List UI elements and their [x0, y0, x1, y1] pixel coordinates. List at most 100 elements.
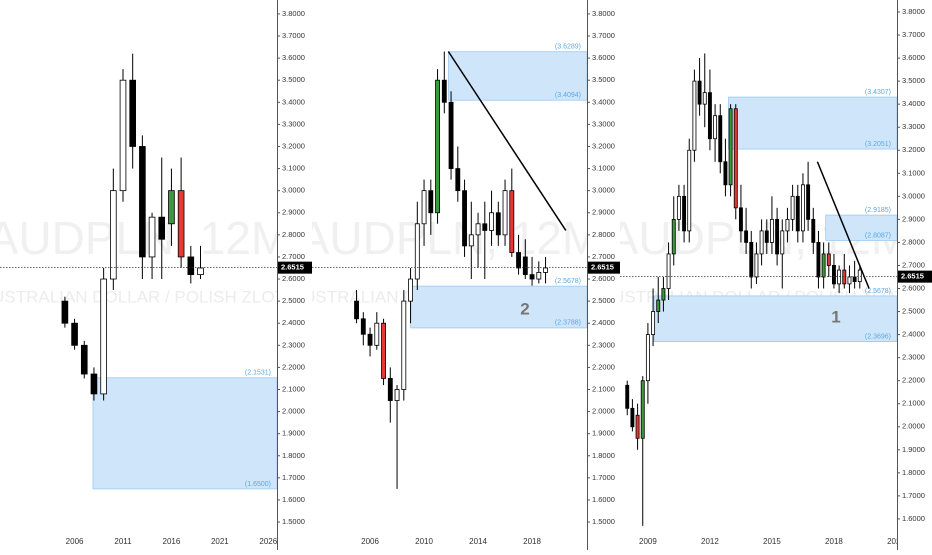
candle-body: [360, 318, 366, 335]
y-tick-label: 1.7000: [282, 473, 305, 482]
last-price-box: [898, 270, 932, 283]
candle-body: [536, 272, 542, 280]
y-tick-label: 3.5000: [592, 75, 615, 84]
zone-label: (3.4307): [865, 89, 891, 96]
candle-body: [744, 230, 749, 243]
y-tick-label: 3.6000: [592, 53, 615, 62]
candle-body: [728, 108, 733, 186]
candle-body: [718, 115, 723, 163]
candle-body: [468, 234, 474, 247]
candle-body: [671, 218, 676, 255]
candle-body: [435, 79, 440, 214]
candle-body: [795, 195, 800, 232]
y-tick-label: 2.3000: [902, 353, 925, 362]
candle-body: [754, 253, 759, 278]
y-tick-label: 3.0000: [902, 191, 925, 200]
zone-label: (1.6500): [245, 481, 271, 488]
y-tick-label: 3.6000: [282, 53, 305, 62]
candle-body: [495, 212, 501, 236]
candle-body: [645, 334, 650, 382]
x-tick-label: 2021: [211, 537, 229, 546]
y-tick-label: 1.7000: [902, 491, 925, 500]
y-tick-label: 1.9000: [902, 445, 925, 454]
zone: [653, 295, 898, 342]
candle-body: [625, 384, 630, 409]
last-price-label: 2.6515: [901, 272, 924, 281]
y-tick-label: 2.0000: [282, 407, 305, 416]
zone-label: (2.5678): [865, 288, 891, 295]
candle-body: [119, 79, 127, 192]
candle-body: [800, 184, 805, 232]
y-tick-label: 2.4000: [282, 318, 305, 327]
candle-body: [129, 79, 136, 147]
last-price-label: 2.6515: [281, 263, 304, 272]
candle-body: [387, 378, 393, 401]
candle-body: [852, 276, 857, 282]
candle-body: [790, 195, 795, 220]
candle-body: [738, 207, 743, 232]
y-tick-label: 1.9000: [592, 429, 615, 438]
y-tick-label: 3.7000: [282, 31, 305, 40]
y-tick-label: 3.3000: [902, 122, 925, 131]
y-tick-label: 3.4000: [902, 99, 925, 108]
y-tick-label: 3.7000: [902, 30, 925, 39]
candle-body: [354, 300, 359, 320]
price-axis: [587, 0, 620, 550]
x-tick-label: 2016: [163, 537, 181, 546]
candle-body: [421, 190, 427, 225]
y-tick-label: 2.1000: [902, 399, 925, 408]
y-tick-label: 3.2000: [282, 141, 305, 150]
candle-body: [475, 223, 481, 236]
candle-body: [509, 190, 515, 253]
candle-body: [702, 92, 707, 105]
y-tick-label: 1.8000: [592, 451, 615, 460]
zone: [410, 285, 588, 329]
y-tick-label: 3.5000: [902, 76, 925, 85]
y-tick-label: 3.5000: [282, 75, 305, 84]
last-price-label: 2.6515: [591, 263, 614, 272]
candle-body: [682, 195, 687, 232]
last-price-box: [588, 261, 620, 274]
y-tick-label: 2.9000: [282, 208, 305, 217]
y-tick-label: 3.3000: [592, 119, 615, 128]
candle-body: [661, 288, 666, 301]
y-tick-label: 3.4000: [282, 97, 305, 106]
y-tick-label: 2.0000: [902, 422, 925, 431]
candle-body: [764, 230, 769, 243]
candle-body: [826, 253, 831, 266]
zone-label: (2.5678): [555, 278, 581, 285]
y-tick-label: 2.6000: [282, 274, 305, 283]
candle-body: [148, 216, 156, 258]
candle-body: [821, 253, 826, 278]
candle-body: [676, 195, 681, 220]
y-tick-label: 2.6000: [902, 283, 925, 292]
candle-body: [455, 168, 461, 192]
x-tick-label: 2014: [469, 537, 487, 546]
zone-label: (2.3788): [555, 320, 581, 327]
y-tick-label: 2.2000: [282, 362, 305, 371]
watermark-subtitle: AUSTRALIAN DOLLAR / POLISH ZLOTY: [0, 287, 296, 306]
zone-label: (2.3696): [865, 333, 891, 340]
candle-body: [197, 267, 204, 276]
candle-body: [462, 190, 467, 247]
y-tick-label: 2.5000: [282, 296, 305, 305]
y-tick-label: 3.8000: [592, 9, 615, 18]
y-tick-label: 1.5000: [282, 517, 305, 526]
candle-body: [692, 80, 697, 151]
candle-body: [448, 101, 454, 169]
x-tick-label: 2010: [415, 537, 433, 546]
trend-line: [447, 51, 567, 231]
candle-body: [733, 108, 738, 209]
y-tick-label: 1.8000: [282, 451, 305, 460]
y-tick-label: 2.0000: [592, 407, 615, 416]
y-tick-label: 2.1000: [592, 384, 615, 393]
candle-body: [408, 278, 413, 302]
y-tick-label: 2.5000: [592, 296, 615, 305]
candle-body: [522, 256, 528, 276]
candle-body: [806, 184, 811, 220]
zone: [447, 51, 588, 101]
